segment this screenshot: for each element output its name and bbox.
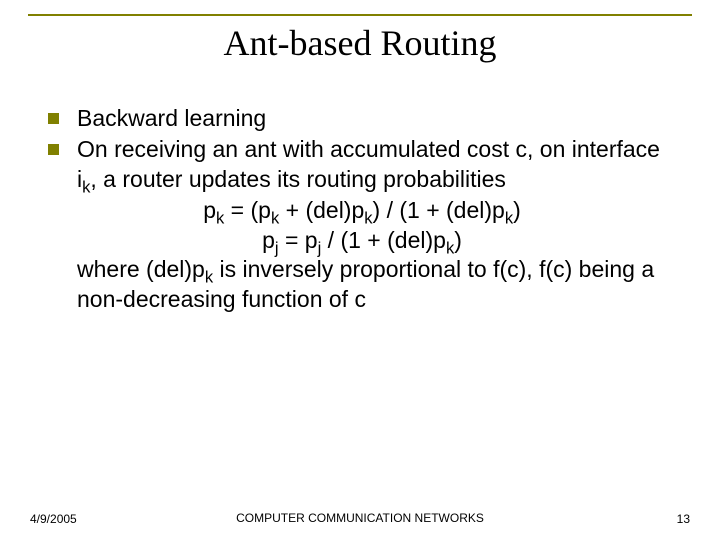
slide-title: Ant-based Routing: [28, 22, 692, 64]
bullet-text: On receiving an ant with accumulated cos…: [77, 135, 678, 194]
square-bullet-icon: [48, 144, 59, 155]
footer-date: 4/9/2005: [30, 512, 190, 526]
formula-line-2: pj = pj / (1 + (del)pk): [77, 226, 647, 255]
slide-body: Backward learning On receiving an ant wi…: [48, 104, 678, 314]
slide-footer: 4/9/2005 COMPUTER COMMUNICATION NETWORKS…: [0, 512, 720, 526]
continuation-text: where (del)pk is inversely proportional …: [77, 255, 678, 314]
bullet-item: Backward learning: [48, 104, 678, 133]
square-bullet-icon: [48, 113, 59, 124]
slide: Ant-based Routing Backward learning On r…: [0, 0, 720, 540]
bullet-text: Backward learning: [77, 104, 678, 133]
formula-line-1: pk = (pk + (del)pk) / (1 + (del)pk): [77, 196, 647, 225]
bullet-item: On receiving an ant with accumulated cos…: [48, 135, 678, 194]
title-rule-wrap: Ant-based Routing: [28, 14, 692, 64]
footer-center: COMPUTER COMMUNICATION NETWORKS: [190, 512, 530, 526]
footer-page-number: 13: [530, 512, 690, 526]
